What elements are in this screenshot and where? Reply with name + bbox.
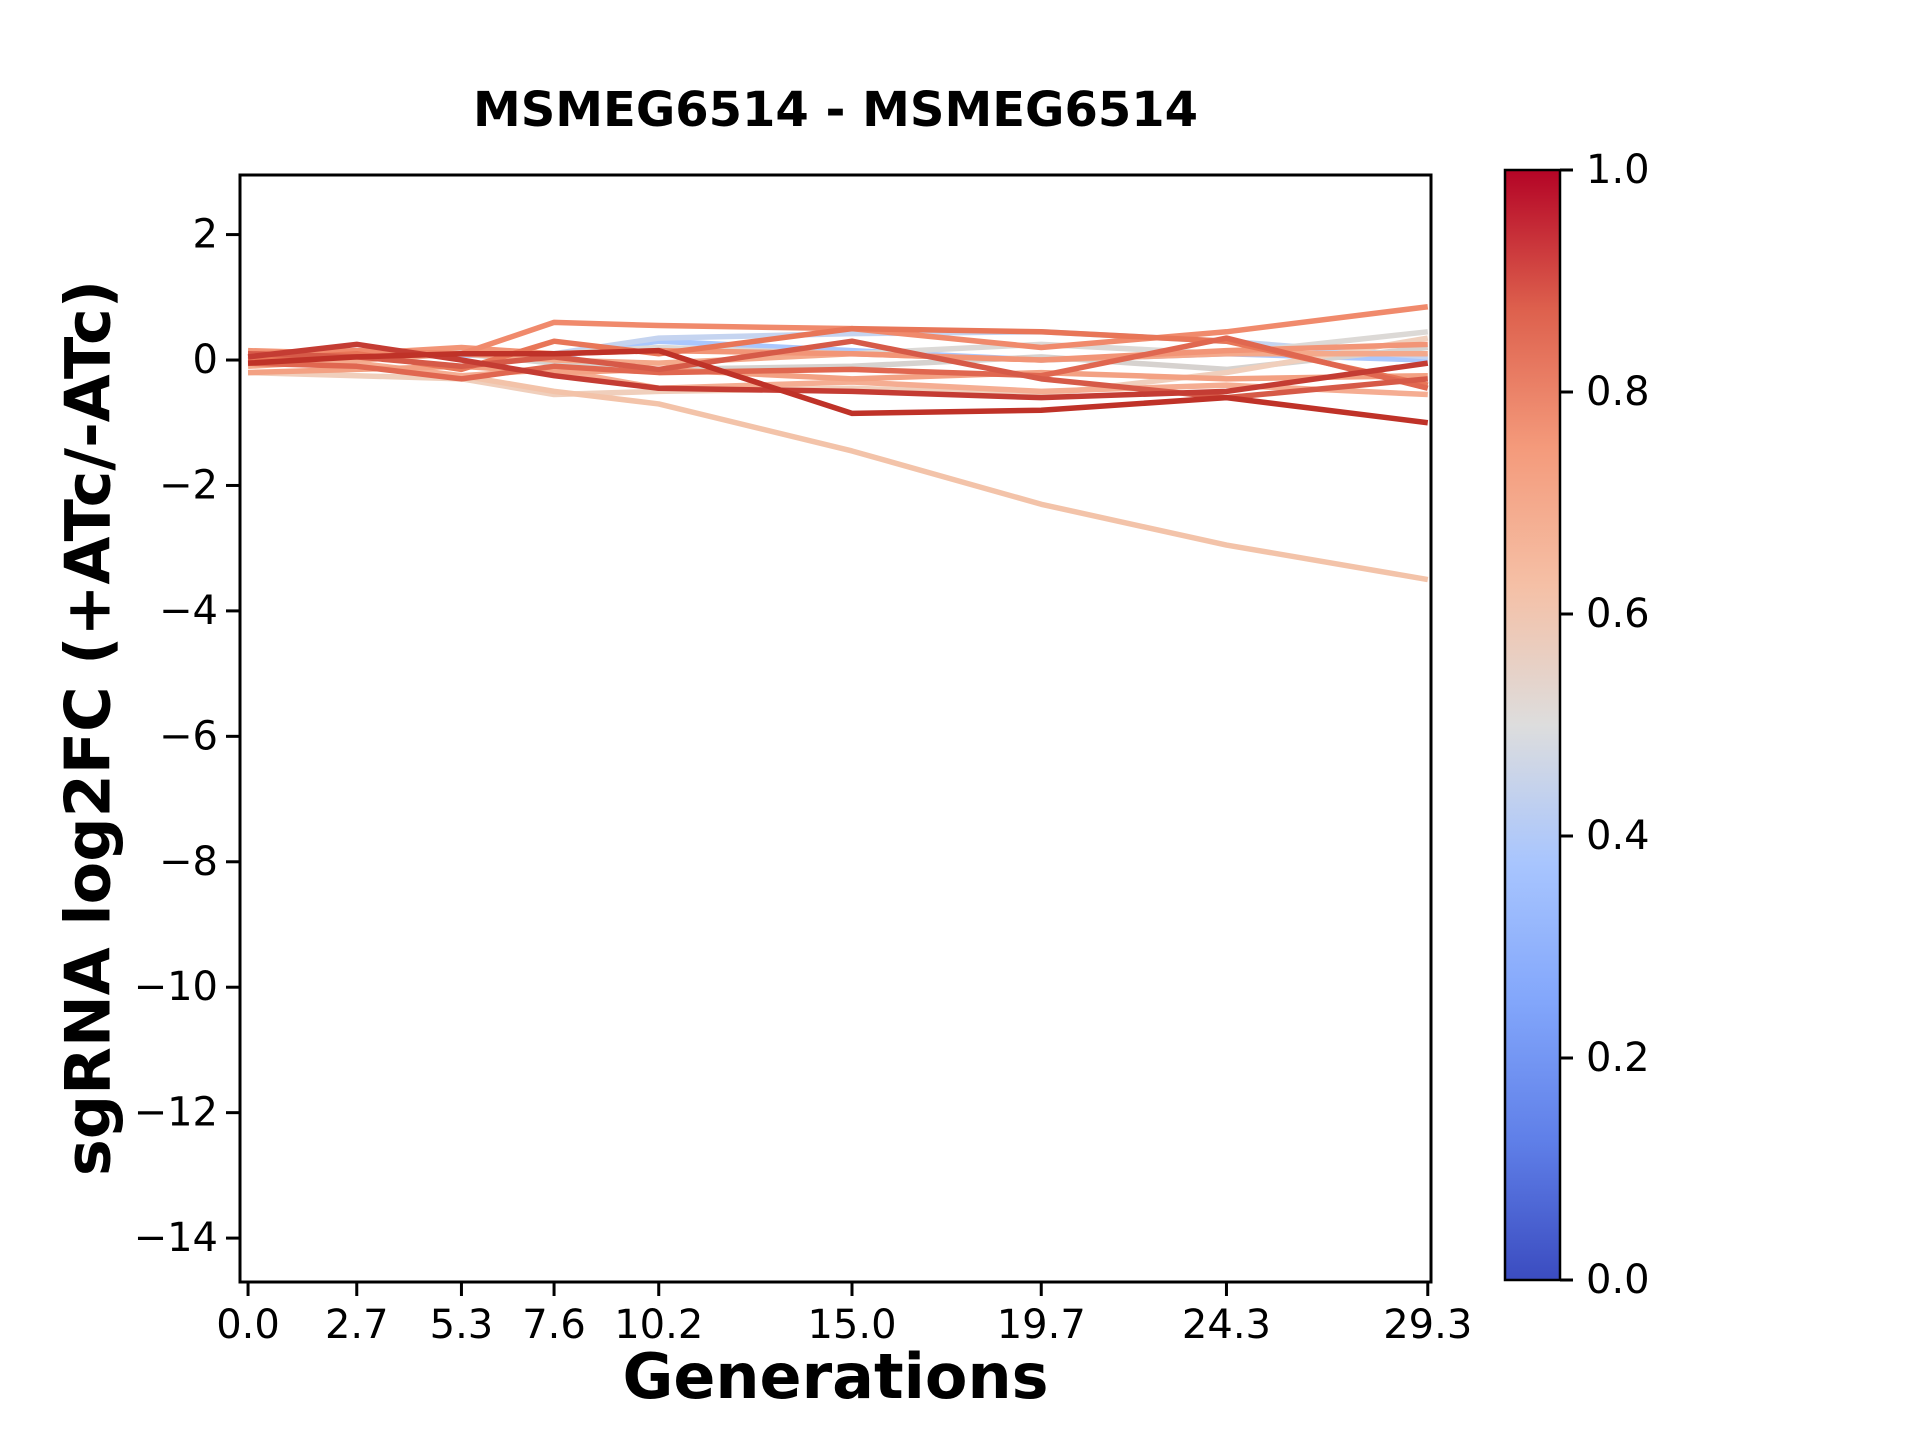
colorbar-tick-label: 1.0 bbox=[1586, 147, 1650, 193]
series-line bbox=[247, 335, 1429, 398]
y-tick-label: −12 bbox=[134, 1090, 218, 1136]
colorbar-tick-label: 0.2 bbox=[1586, 1035, 1650, 1081]
colorbar-tick-label: 0.6 bbox=[1586, 591, 1650, 637]
x-tick-label: 29.3 bbox=[1383, 1302, 1472, 1348]
series-line bbox=[247, 347, 1429, 426]
y-tick-label: −4 bbox=[159, 588, 218, 634]
x-tick-label: 15.0 bbox=[807, 1302, 896, 1348]
y-tick-label: −10 bbox=[134, 964, 218, 1010]
y-tick-label: −8 bbox=[159, 839, 218, 885]
x-tick-label: 24.3 bbox=[1182, 1302, 1271, 1348]
y-tick-label: −6 bbox=[159, 713, 218, 759]
colorbar-tick-label: 0.8 bbox=[1586, 369, 1650, 415]
x-tick-label: 2.7 bbox=[325, 1302, 389, 1348]
x-tick-label: 7.6 bbox=[522, 1302, 586, 1348]
x-tick-label: 10.2 bbox=[614, 1302, 703, 1348]
y-tick-label: 0 bbox=[193, 337, 218, 383]
y-tick-label: −2 bbox=[159, 462, 218, 508]
x-tick-label: 5.3 bbox=[430, 1302, 494, 1348]
series-line bbox=[247, 335, 1429, 391]
x-axis-label: Generations bbox=[622, 1340, 1049, 1413]
colorbar-tick-label: 0.0 bbox=[1586, 1257, 1650, 1303]
colorbar-tick-label: 0.4 bbox=[1586, 813, 1650, 859]
x-tick-label: 19.7 bbox=[997, 1302, 1086, 1348]
colorbar bbox=[1503, 168, 1562, 1282]
x-tick-label: 0.0 bbox=[216, 1302, 280, 1348]
y-tick-label: −14 bbox=[134, 1215, 218, 1261]
series-line bbox=[247, 341, 1429, 401]
plot-border bbox=[238, 173, 1433, 1284]
y-tick-label: 2 bbox=[193, 212, 218, 258]
chart-title: MSMEG6514 - MSMEG6514 bbox=[472, 82, 1199, 138]
